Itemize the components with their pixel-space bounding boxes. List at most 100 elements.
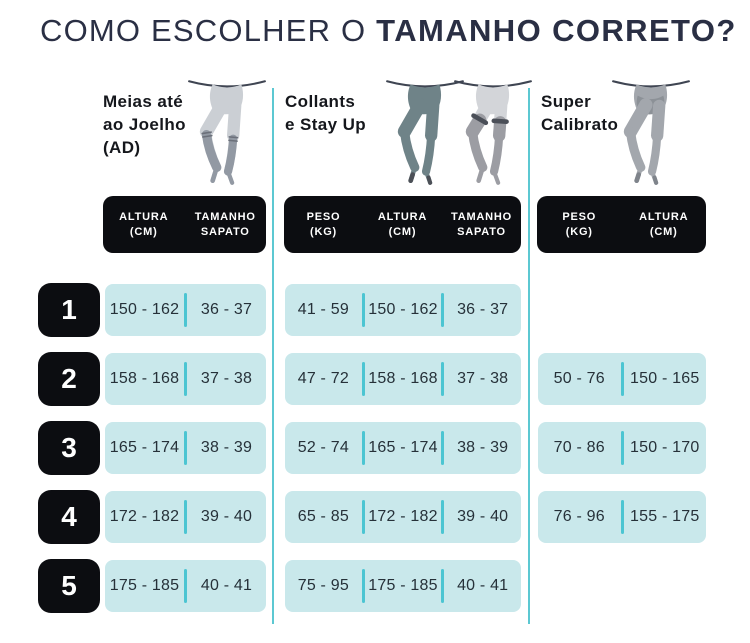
cell-divider bbox=[184, 569, 187, 603]
tamanho-sapato-value: 36 - 37 bbox=[457, 301, 509, 318]
size-chip: 5 bbox=[38, 559, 100, 613]
stay-up-stockings-legs-icon bbox=[454, 80, 532, 185]
collants-column-header-bar: PESO (KG) ALTURA (CM) TAMANHO SAPATO bbox=[284, 196, 521, 253]
size-number: 3 bbox=[61, 432, 77, 463]
section-title-line: Meias até bbox=[103, 92, 184, 111]
page-title-bold: TAMANHO CORRETO? bbox=[376, 13, 737, 48]
peso-value: 65 - 85 bbox=[297, 508, 349, 525]
altura-value: 150 - 165 bbox=[630, 370, 700, 387]
column-header-altura-cm: ALTURA (CM) bbox=[622, 210, 707, 240]
page-title-normal: COMO ESCOLHER O bbox=[40, 13, 367, 48]
peso-value: 70 - 86 bbox=[553, 439, 605, 456]
altura-value: 165 - 174 bbox=[368, 439, 438, 456]
column-header-label: PESO bbox=[306, 210, 341, 223]
page-title: COMO ESCOLHER O TAMANHO CORRETO? bbox=[40, 13, 740, 49]
cell-divider bbox=[441, 293, 445, 327]
altura-value: 175 - 185 bbox=[109, 577, 180, 594]
section-title-line: Calibrato bbox=[541, 115, 619, 134]
cell-divider bbox=[441, 362, 445, 396]
section-title-line: (AD) bbox=[103, 138, 141, 157]
peso-value: 75 - 95 bbox=[297, 577, 349, 594]
super-calibrato-values-cell: 50 - 76 150 - 165 bbox=[538, 353, 706, 405]
tamanho-sapato-value: 38 - 39 bbox=[200, 439, 253, 456]
cell-divider bbox=[620, 362, 624, 396]
section-divider-line bbox=[272, 88, 274, 624]
section-divider-line bbox=[528, 88, 530, 624]
meias-values-cell: 150 - 162 36 - 37 bbox=[105, 284, 266, 336]
super-calibrato-values-cell: 76 - 96 155 - 175 bbox=[538, 491, 706, 543]
column-header-label: ALTURA bbox=[639, 210, 689, 223]
column-header-label: ALTURA bbox=[377, 210, 428, 223]
collants-values-cell: 41 - 59 150 - 162 36 - 37 bbox=[285, 284, 521, 336]
column-header-unit: (KG) bbox=[309, 225, 338, 238]
cell-divider bbox=[620, 431, 624, 465]
size-number: 1 bbox=[61, 294, 77, 325]
size-chip: 4 bbox=[38, 490, 100, 544]
tamanho-sapato-value: 40 - 41 bbox=[457, 577, 509, 594]
collants-values-cell: 65 - 85 172 - 182 39 - 40 bbox=[285, 491, 521, 543]
column-header-peso-kg: PESO (KG) bbox=[537, 210, 622, 240]
section-title-line: Super bbox=[541, 92, 592, 111]
size-number: 4 bbox=[61, 501, 77, 532]
cell-divider bbox=[184, 500, 187, 534]
section-title-collants: Collants e Stay Up bbox=[285, 90, 366, 136]
peso-value: 47 - 72 bbox=[297, 370, 349, 387]
altura-value: 155 - 175 bbox=[630, 508, 700, 525]
column-header-unit: (CM) bbox=[649, 225, 678, 238]
altura-value: 172 - 182 bbox=[368, 508, 438, 525]
column-header-altura-cm: ALTURA (CM) bbox=[103, 210, 185, 240]
cell-divider bbox=[361, 569, 365, 603]
column-header-label: SAPATO bbox=[200, 225, 250, 238]
peso-value: 52 - 74 bbox=[297, 439, 349, 456]
knee-high-socks-legs-icon bbox=[188, 80, 266, 185]
altura-value: 150 - 162 bbox=[368, 301, 438, 318]
altura-value: 158 - 168 bbox=[368, 370, 438, 387]
tamanho-sapato-value: 38 - 39 bbox=[457, 439, 509, 456]
peso-value: 50 - 76 bbox=[553, 370, 605, 387]
altura-value: 172 - 182 bbox=[109, 508, 180, 525]
section-title-line: ao Joelho bbox=[103, 115, 186, 134]
tamanho-sapato-value: 36 - 37 bbox=[200, 301, 253, 318]
super-calibrato-values-cell: 70 - 86 150 - 170 bbox=[538, 422, 706, 474]
peso-value: 41 - 59 bbox=[297, 301, 349, 318]
altura-value: 175 - 185 bbox=[368, 577, 438, 594]
meias-column-header-bar: ALTURA (CM) TAMANHO SAPATO bbox=[103, 196, 266, 253]
column-header-peso-kg: PESO (KG) bbox=[284, 210, 363, 240]
cell-divider bbox=[184, 362, 187, 396]
meias-values-cell: 175 - 185 40 - 41 bbox=[105, 560, 266, 612]
tamanho-sapato-value: 37 - 38 bbox=[200, 370, 253, 387]
cell-divider bbox=[184, 293, 187, 327]
altura-value: 165 - 174 bbox=[109, 439, 180, 456]
size-number: 2 bbox=[61, 363, 77, 394]
cell-divider bbox=[441, 431, 445, 465]
cell-divider bbox=[184, 431, 187, 465]
meias-values-cell: 158 - 168 37 - 38 bbox=[105, 353, 266, 405]
column-header-label: PESO bbox=[562, 210, 597, 223]
super-calibrato-column-header-bar: PESO (KG) ALTURA (CM) bbox=[537, 196, 706, 253]
tamanho-sapato-value: 39 - 40 bbox=[200, 508, 253, 525]
altura-value: 158 - 168 bbox=[109, 370, 180, 387]
tamanho-sapato-value: 40 - 41 bbox=[200, 577, 253, 594]
cell-divider bbox=[361, 500, 365, 534]
column-header-label: TAMANHO bbox=[451, 210, 512, 223]
cell-divider bbox=[441, 500, 445, 534]
collants-values-cell: 52 - 74 165 - 174 38 - 39 bbox=[285, 422, 521, 474]
column-header-unit: (CM) bbox=[129, 225, 158, 238]
size-chip: 2 bbox=[38, 352, 100, 406]
size-number: 5 bbox=[61, 570, 77, 601]
meias-values-cell: 172 - 182 39 - 40 bbox=[105, 491, 266, 543]
collants-values-cell: 75 - 95 175 - 185 40 - 41 bbox=[285, 560, 521, 612]
tamanho-sapato-value: 37 - 38 bbox=[457, 370, 509, 387]
column-header-tamanho-sapato: TAMANHO SAPATO bbox=[442, 210, 521, 240]
cell-divider bbox=[361, 293, 365, 327]
column-header-label: ALTURA bbox=[119, 210, 169, 223]
meias-values-cell: 165 - 174 38 - 39 bbox=[105, 422, 266, 474]
column-header-label: TAMANHO bbox=[194, 210, 256, 223]
size-chip: 3 bbox=[38, 421, 100, 475]
section-title-meias: Meias até ao Joelho (AD) bbox=[103, 90, 186, 159]
tights-legs-icon bbox=[386, 80, 464, 185]
column-header-unit: (CM) bbox=[388, 225, 417, 238]
column-header-tamanho-sapato: TAMANHO SAPATO bbox=[185, 210, 267, 240]
column-header-label: SAPATO bbox=[457, 225, 506, 238]
